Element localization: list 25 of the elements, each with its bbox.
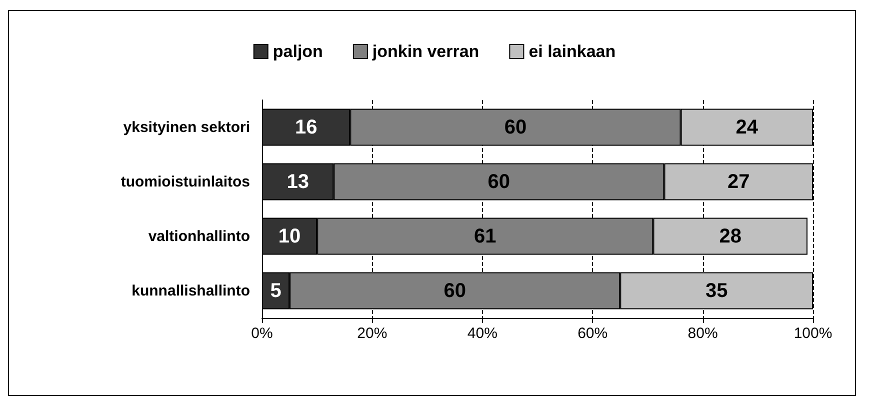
data-label: 5	[270, 280, 282, 302]
x-tick-label: 0%	[251, 325, 273, 342]
x-tick-label: 40%	[467, 325, 498, 342]
x-tick-label: 20%	[357, 325, 388, 342]
data-label: 24	[736, 116, 759, 138]
data-label: 16	[294, 116, 318, 138]
legend-label: ei lainkaan	[528, 42, 616, 61]
data-label: 60	[488, 170, 510, 193]
data-label: 60	[504, 116, 527, 138]
y-tick-label: kunnallishallinto	[132, 282, 250, 300]
legend-label: paljon	[272, 42, 323, 61]
data-label: 61	[474, 225, 496, 248]
data-label: 60	[444, 280, 466, 302]
y-tick-label: valtionhallinto	[148, 228, 250, 245]
x-tick-label: 60%	[578, 325, 608, 342]
data-label: 10	[278, 225, 301, 248]
legend-label: jonkin verran	[371, 42, 480, 61]
data-label: 27	[727, 170, 750, 193]
y-tick-label: tuomioistuinlaitos	[120, 173, 250, 190]
y-tick-label: yksityinen sektori	[123, 118, 250, 136]
x-tick-label: 100%	[794, 325, 832, 342]
x-tick-label: 80%	[688, 325, 718, 342]
data-label: 35	[705, 280, 728, 302]
data-label: 28	[719, 225, 742, 248]
data-label: 13	[286, 170, 309, 193]
